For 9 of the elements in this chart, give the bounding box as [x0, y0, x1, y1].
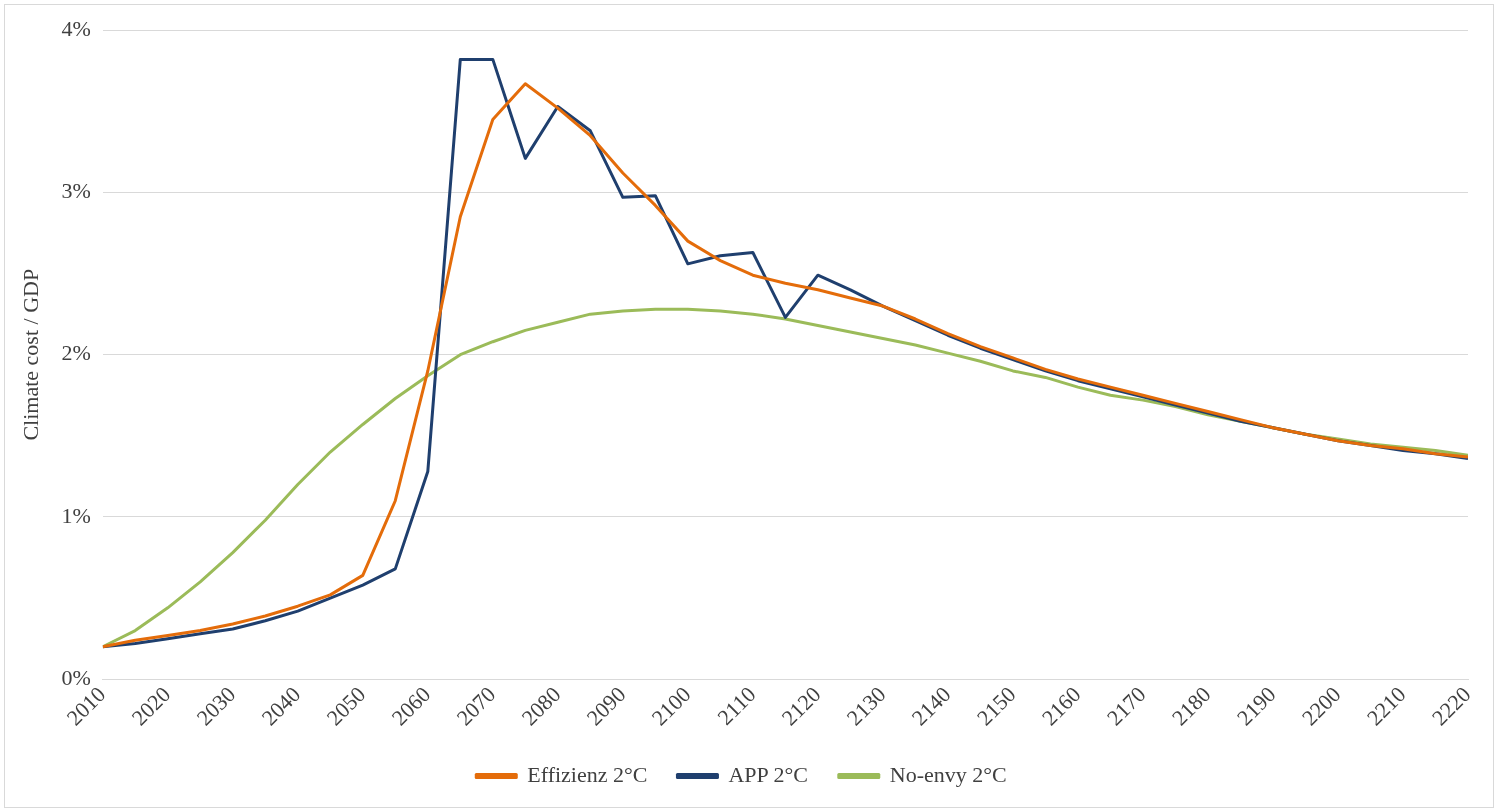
y-tick-label: 0%: [61, 665, 91, 690]
y-tick-label: 1%: [61, 502, 91, 528]
legend-label: Effizienz 2°C: [527, 761, 648, 787]
legend-label: No-envy 2°C: [889, 761, 1007, 787]
y-tick-label: 3%: [61, 178, 91, 204]
y-axis-title: Climate cost / GDP: [17, 268, 43, 441]
y-tick-label: 2%: [61, 340, 91, 366]
y-tick-label: 4%: [61, 15, 91, 41]
legend-label: APP 2°C: [728, 761, 808, 787]
